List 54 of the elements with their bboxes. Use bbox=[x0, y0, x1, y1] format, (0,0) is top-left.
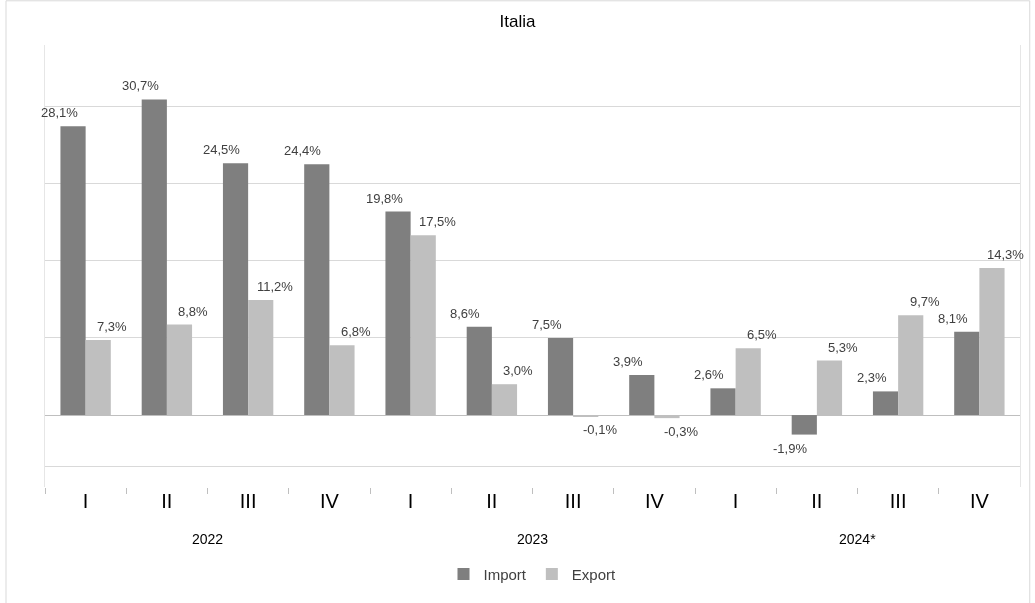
x-tick-label: I bbox=[82, 490, 89, 512]
data-label: 9,7% bbox=[910, 294, 941, 309]
text: 2022 bbox=[192, 531, 224, 547]
data-label: 8,6% bbox=[450, 306, 481, 321]
bar bbox=[141, 99, 167, 416]
data-label: 7,3% bbox=[97, 319, 128, 334]
data-label: 19,8% bbox=[366, 191, 404, 206]
data-label: 5,3% bbox=[828, 340, 859, 355]
legend-label: Import bbox=[483, 565, 527, 583]
x-tick-label: II bbox=[811, 490, 823, 512]
x-tick-label: II bbox=[161, 490, 173, 512]
data-label: 6,5% bbox=[747, 327, 778, 342]
data-label: -1,9% bbox=[773, 441, 808, 456]
bar bbox=[222, 163, 249, 416]
x-tick-label: II bbox=[486, 490, 498, 512]
legend-label: Export bbox=[571, 565, 617, 583]
data-label: 2,6% bbox=[694, 367, 725, 382]
bar bbox=[872, 391, 899, 416]
text: 2024* bbox=[839, 531, 877, 547]
data-label: 24,4% bbox=[284, 143, 322, 158]
data-label: -0,3% bbox=[664, 424, 699, 439]
bar bbox=[629, 374, 655, 416]
data-label: 17,5% bbox=[419, 214, 457, 229]
bar bbox=[710, 388, 736, 416]
data-label: 8,8% bbox=[178, 304, 209, 319]
data-label: 28,1% bbox=[41, 105, 79, 120]
bar bbox=[954, 331, 980, 416]
x-tick-label: IV bbox=[969, 490, 990, 512]
data-label: 24,5% bbox=[203, 142, 241, 157]
text: 2023 bbox=[517, 531, 549, 547]
x-tick-label: I bbox=[407, 490, 414, 512]
x-tick-label: III bbox=[889, 490, 907, 512]
chart-title: Italia bbox=[499, 11, 536, 31]
data-label: -0,1% bbox=[583, 422, 618, 437]
data-label: 3,0% bbox=[503, 363, 534, 378]
data-label: 3,9% bbox=[613, 354, 644, 369]
data-label: 14,3% bbox=[987, 247, 1025, 262]
x-tick-label: IV bbox=[319, 490, 340, 512]
bar bbox=[304, 164, 330, 416]
x-tick-label: IV bbox=[644, 490, 665, 512]
bar bbox=[466, 326, 492, 416]
x-tick-label: III bbox=[239, 490, 257, 512]
data-label: 7,5% bbox=[532, 317, 563, 332]
data-label: 6,8% bbox=[341, 324, 372, 339]
data-label: 11,2% bbox=[257, 279, 294, 294]
bar bbox=[385, 211, 411, 416]
data-label: 30,7% bbox=[122, 78, 160, 93]
x-tick-label: I bbox=[732, 490, 739, 512]
bar bbox=[60, 126, 86, 416]
data-label: 2,3% bbox=[857, 370, 888, 385]
bar bbox=[547, 337, 574, 416]
x-tick-label: III bbox=[564, 490, 582, 512]
bar bbox=[791, 415, 817, 435]
data-label: 8,1% bbox=[938, 311, 969, 326]
